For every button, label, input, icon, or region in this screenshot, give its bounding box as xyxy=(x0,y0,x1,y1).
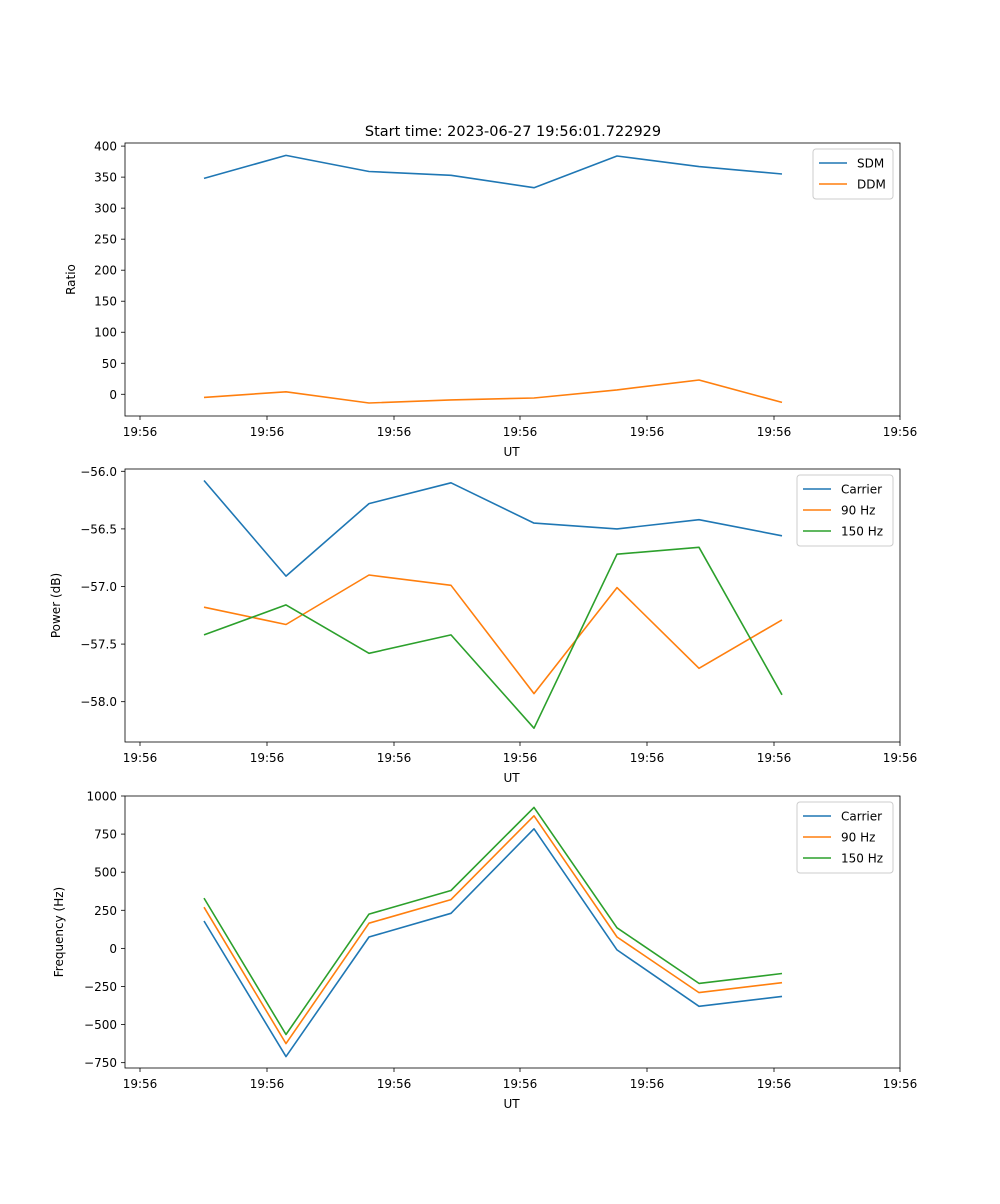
x-tick-label: 19:56 xyxy=(123,1077,158,1091)
chart-panel-2: 19:56 19:56 19:56 19:56 19:56 19:56 19:56 UT −56… xyxy=(49,465,917,785)
legend-box xyxy=(812,148,894,200)
y-tick-label: −56.5 xyxy=(80,522,117,536)
x-tick-label: 19:56 xyxy=(377,1077,412,1091)
x-tick-label: 19:56 xyxy=(757,1077,792,1091)
x-axis-label: UT xyxy=(503,445,520,459)
x-tick-label: 19:56 xyxy=(757,425,792,439)
series-line-150-hz xyxy=(203,806,783,1036)
x-tick-label: 19:56 xyxy=(883,425,918,439)
y-tick-label: −57.5 xyxy=(80,638,117,652)
y-tick-label: 250 xyxy=(94,233,117,247)
legend: Carrier 90 Hz 150 Hz xyxy=(796,474,894,547)
legend: Carrier 90 Hz 150 Hz xyxy=(796,801,894,874)
x-tick-label: 19:56 xyxy=(630,751,665,765)
y-tick-label: 50 xyxy=(102,357,117,371)
y-tick-label: 150 xyxy=(94,295,117,309)
series-line-sdm xyxy=(203,154,783,189)
y-tick-label: 300 xyxy=(94,202,117,216)
axes-frame xyxy=(124,468,901,743)
y-tick-label: 200 xyxy=(94,264,117,278)
y-tick-label: 350 xyxy=(94,171,117,185)
series-line-carrier xyxy=(203,827,783,1058)
x-tick-label: 19:56 xyxy=(250,425,285,439)
x-tick-label: 19:56 xyxy=(377,751,412,765)
x-tick-label: 19:56 xyxy=(757,751,792,765)
legend: SDM DDM xyxy=(812,148,894,200)
chart-panel-3: 19:56 19:56 19:56 19:56 19:56 19:56 19:56 UT −75… xyxy=(52,790,917,1112)
x-tick-label: 19:56 xyxy=(883,751,918,765)
y-tick-label: 1000 xyxy=(86,790,117,804)
legend-box xyxy=(796,474,894,547)
legend-label: DDM xyxy=(857,178,886,192)
y-tick-label: −57.0 xyxy=(80,580,117,594)
x-tick-label: 19:56 xyxy=(503,751,538,765)
x-tick-label: 19:56 xyxy=(630,425,665,439)
x-tick-label: 19:56 xyxy=(503,425,538,439)
y-tick-label: −750 xyxy=(84,1056,117,1070)
x-tick-label: 19:56 xyxy=(503,1077,538,1091)
axes-frame xyxy=(124,142,901,417)
x-tick-label: 19:56 xyxy=(123,751,158,765)
x-tick-label: 19:56 xyxy=(250,751,285,765)
legend-label: 90 Hz xyxy=(841,504,875,518)
y-tick-label: 250 xyxy=(94,904,117,918)
x-tick-label: 19:56 xyxy=(123,425,158,439)
y-tick-label: −250 xyxy=(84,980,117,994)
y-tick-label: 100 xyxy=(94,326,117,340)
legend-label: 90 Hz xyxy=(841,831,875,845)
figure-title: Start time: 2023-06-27 19:56:01.722929 xyxy=(365,124,661,140)
x-tick-label: 19:56 xyxy=(377,425,412,439)
chart-panel-1: 19:56 19:56 19:56 19:56 19:56 19:56 19:56 UT 0 50… xyxy=(64,140,917,459)
y-tick-label: 750 xyxy=(94,828,117,842)
legend-label: Carrier xyxy=(841,810,882,824)
y-tick-label: −56.0 xyxy=(80,465,117,479)
y-tick-label: 0 xyxy=(109,942,117,956)
x-axis-label: UT xyxy=(503,771,520,785)
legend-label: 150 Hz xyxy=(841,852,883,866)
y-axis-label: Power (dB) xyxy=(49,573,63,638)
y-tick-label: −58.0 xyxy=(80,695,117,709)
legend-label: Carrier xyxy=(841,483,882,497)
y-tick-label: 400 xyxy=(94,140,117,154)
legend-box xyxy=(796,801,894,874)
series-line-90-hz xyxy=(203,574,783,695)
y-tick-label: 500 xyxy=(94,866,117,880)
series-line-90-hz xyxy=(203,814,783,1045)
x-tick-label: 19:56 xyxy=(250,1077,285,1091)
x-axis-label: UT xyxy=(503,1097,520,1111)
y-tick-label: −500 xyxy=(84,1018,117,1032)
x-tick-label: 19:56 xyxy=(630,1077,665,1091)
series-line-150-hz xyxy=(203,546,783,730)
y-tick-label: 0 xyxy=(109,388,117,402)
legend-label: 150 Hz xyxy=(841,525,883,539)
legend-label: SDM xyxy=(857,157,884,171)
series-line-ddm xyxy=(203,379,783,404)
axes-frame xyxy=(124,795,901,1069)
y-axis-label: Ratio xyxy=(64,264,78,295)
series-line-carrier xyxy=(203,479,783,577)
x-tick-label: 19:56 xyxy=(883,1077,918,1091)
y-axis-label: Frequency (Hz) xyxy=(52,887,66,978)
